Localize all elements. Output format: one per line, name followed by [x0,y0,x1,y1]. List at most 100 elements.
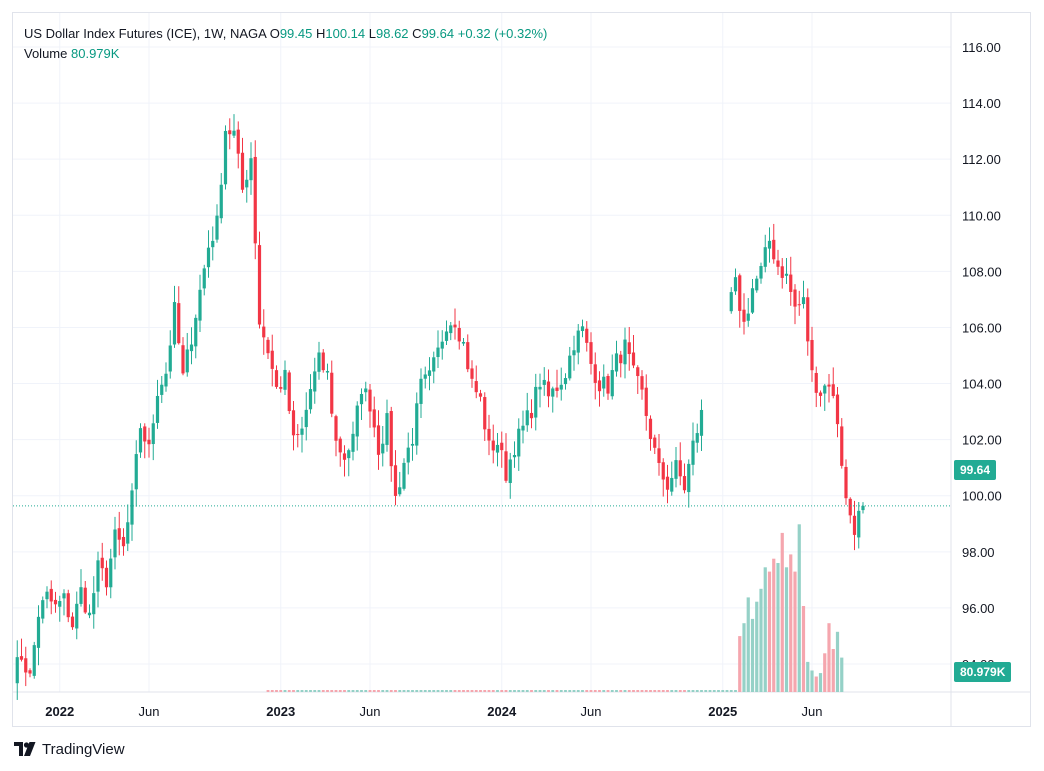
candle-body [636,367,640,377]
candle-body [83,587,87,613]
chart-legend: US Dollar Index Futures (ICE), 1W, NAGA … [24,24,547,64]
candle-body [657,448,661,463]
candle-body [857,510,861,538]
y-axis-tick-label: 106.00 [962,320,1002,335]
candle-body [517,428,521,457]
candle-body [189,344,194,352]
candle-body [755,278,759,291]
candle-body [87,612,92,616]
candle-body [147,439,151,445]
volume-bar [784,567,789,692]
volume-bar [338,690,342,692]
candle-body [640,376,644,390]
candle-body [406,447,410,463]
volume-tag: 80.979K [954,662,1012,682]
candle-body [436,347,440,358]
candle-body [130,490,134,525]
candle-body [831,384,835,396]
candle-body [521,425,525,431]
volume-bar [674,690,678,692]
volume-bar [279,690,283,692]
volume-bar [734,690,737,692]
volume-bar [504,690,508,692]
candle-body [729,292,733,312]
volume-bar [355,690,359,692]
candle-body [538,386,542,390]
volume-row: Volume 80.979K [24,44,547,64]
candle-body [453,324,457,328]
candle-body [155,395,160,423]
volume-bar [691,690,695,692]
volume-bar [704,690,708,692]
volume-bar [572,690,576,692]
candle-body [763,247,767,267]
candle-body [304,409,308,428]
volume-bar [530,690,533,692]
volume-bar [449,690,453,692]
candle-body [495,444,500,453]
candle-body [861,505,865,511]
candle-body [279,387,283,389]
candle-body [780,266,784,278]
candle-body [104,567,109,588]
candle-body [619,354,623,364]
candle-body [525,410,529,426]
candle-body [372,409,376,428]
volume-bar [394,690,397,692]
volume-bar [742,623,746,692]
volume-bar [559,690,563,692]
volume-bar [623,690,627,692]
candle-body [257,245,262,325]
x-axis-tick-label: Jun [360,704,381,719]
volume-bar [823,653,827,692]
close-label: C [412,26,422,41]
symbol-title[interactable]: US Dollar Index Futures (ICE) [24,26,197,41]
candle-body [551,388,555,397]
candle-body [738,275,742,311]
volume-bar [606,690,610,692]
candle-body [24,658,28,673]
candle-body [62,593,66,599]
open-value: 99.45 [279,26,313,41]
volume-bar [818,673,823,692]
volume-bar [436,690,440,692]
volume-bar [615,690,618,692]
volume-bar [793,571,797,692]
open-label: O [269,26,280,41]
volume-label[interactable]: Volume [24,46,68,61]
volume-bar [542,690,546,692]
volume-bar [666,690,669,692]
interval-label[interactable]: 1W [203,26,223,41]
candle-body [168,345,172,372]
y-axis-tick-label: 108.00 [962,264,1002,279]
candle-body [334,416,338,441]
y-axis-tick-label: 114.00 [962,96,1001,111]
volume-bar [568,690,572,692]
volume-bar [767,571,772,692]
candle-body [810,339,814,371]
volume-bar [695,690,699,692]
candle-body [814,372,818,393]
x-axis-tick-label: Jun [581,704,602,719]
candle-body [568,355,572,379]
tradingview-logo[interactable]: TradingView [14,739,125,759]
candle-body [385,413,389,445]
candle-body [644,387,648,416]
candle-body [270,350,274,369]
volume-bar [670,690,674,692]
volume-bar [835,631,840,692]
candle-body [32,645,36,676]
volume-bar [385,690,389,692]
candle-body [576,330,580,353]
candle-body [699,409,704,436]
candle-body [500,442,504,451]
candle-body [419,378,423,404]
volume-bar [712,690,716,692]
volume-bar [653,690,657,692]
high-value: 100.14 [325,26,366,41]
volume-bar [636,690,640,692]
candle-body [351,433,355,452]
candle-body [661,462,665,480]
candle-body [483,397,487,430]
